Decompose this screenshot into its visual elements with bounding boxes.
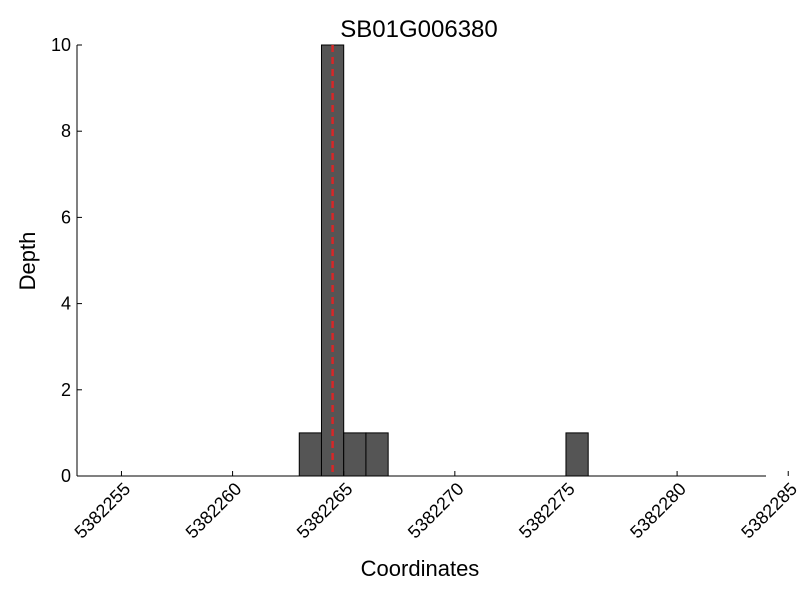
x-axis-label: Coordinates [361, 556, 480, 581]
y-axis-label: Depth [15, 232, 40, 291]
bar [365, 432, 389, 477]
x-ticks: 5382255 5382260 5382265 5382270 5382275 53822… [71, 471, 800, 542]
x-tick-label: 5382255 [71, 479, 135, 543]
y-tick-label: 8 [61, 121, 71, 141]
y-ticks: 0 2 4 6 8 10 [51, 35, 82, 486]
x-tick-label: 5382270 [404, 479, 468, 543]
x-tick-label: 5382280 [626, 479, 690, 543]
x-tick-label: 5382265 [293, 479, 357, 543]
y-tick-label: 10 [51, 35, 71, 55]
x-tick-label: 5382285 [737, 479, 800, 543]
y-tick-label: 6 [61, 207, 71, 227]
bar [343, 432, 367, 477]
bar [298, 432, 322, 477]
bar [565, 432, 589, 477]
y-tick-label: 4 [61, 294, 71, 314]
x-tick-label: 5382275 [515, 479, 579, 543]
chart-title: SB01G006380 [340, 16, 497, 43]
bar-group [298, 44, 589, 477]
x-tick-label: 5382260 [182, 479, 246, 543]
y-tick-label: 2 [61, 380, 71, 400]
axes-group [76, 45, 766, 477]
y-tick-label: 0 [61, 466, 71, 486]
